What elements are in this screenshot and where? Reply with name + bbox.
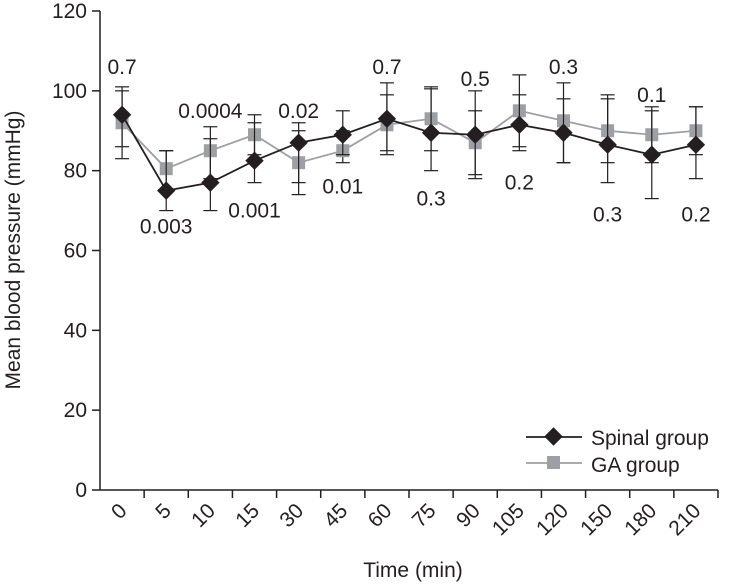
series-line-ga [121, 109, 697, 170]
legend-label-ga: GA group [591, 454, 680, 477]
series-layer [112, 74, 706, 212]
p-value-label: 0.5 [461, 68, 490, 91]
p-value-label: 0.01 [322, 176, 363, 199]
data-point-spinal [466, 125, 485, 144]
y-tick-label: 120 [52, 0, 87, 23]
p-value-label: 0.3 [549, 56, 578, 79]
x-tick-label: 105 [488, 499, 529, 540]
y-tick-label: 60 [64, 240, 87, 263]
x-tick-label: 10 [187, 499, 220, 532]
p-value-label: 0.3 [416, 188, 445, 211]
y-axis-title: Mean blood pressure (mmHg) [2, 111, 25, 390]
legend-marker-spinal [544, 427, 563, 446]
p-value-label: 0.003 [140, 216, 193, 239]
y-ticks: 0 20 40 60 80 100 120 [52, 0, 100, 502]
x-tick-label: 120 [532, 499, 573, 540]
y-axis: 0 20 40 60 80 100 120 [52, 0, 101, 502]
data-point-spinal [333, 125, 352, 144]
legend: Spinal group GA group [526, 427, 709, 477]
p-value-label: 0.7 [107, 56, 136, 79]
x-ticks: 0 5 10 15 30 45 60 75 90 105 120 150 180 210 [107, 490, 719, 540]
data-point-spinal [421, 123, 441, 142]
x-tick-label: 45 [320, 499, 353, 532]
data-point-spinal [598, 135, 617, 154]
x-tick-label: 75 [408, 499, 441, 532]
p-value-annotations: 0.7 0.003 0.0004 0.001 0.02 0.01 0.7 0.3 0.5 0.2 0… [107, 56, 710, 239]
y-tick-label: 40 [64, 319, 87, 342]
x-tick-label: 30 [275, 499, 308, 532]
data-point-spinal [245, 151, 264, 170]
data-point-spinal [642, 145, 661, 164]
y-tick-label: 0 [75, 479, 87, 502]
data-point-spinal [686, 135, 706, 154]
series-line-spinal [121, 114, 697, 192]
p-value-label: 0.0004 [178, 100, 243, 123]
legend-label-spinal: Spinal group [591, 427, 709, 450]
p-value-label: 0.001 [228, 200, 281, 223]
p-value-label: 0.1 [637, 84, 666, 107]
p-value-label: 0.3 [593, 204, 622, 227]
x-tick-label: 90 [452, 499, 485, 532]
data-point-spinal [112, 105, 132, 124]
series-spinal [112, 74, 706, 212]
data-point-spinal [201, 173, 220, 192]
legend-marker-ga [547, 456, 560, 469]
x-tick-label: 60 [364, 499, 397, 532]
p-value-label: 0.2 [681, 204, 710, 227]
data-point-spinal [377, 109, 397, 128]
x-tick-label: 5 [151, 499, 176, 524]
x-axis: 0 5 10 15 30 45 60 75 90 105 120 150 180 210 [100, 489, 719, 540]
y-tick-label: 80 [64, 160, 87, 183]
p-value-label: 0.7 [372, 56, 401, 79]
x-axis-title: Time (min) [363, 559, 463, 582]
y-tick-label: 100 [52, 80, 87, 103]
data-point-spinal [554, 123, 573, 142]
p-value-label: 0.2 [505, 172, 534, 195]
x-tick-label: 150 [576, 499, 617, 540]
y-tick-label: 20 [64, 399, 87, 422]
data-point-spinal [510, 115, 529, 134]
x-tick-label: 210 [664, 499, 705, 540]
x-tick-label: 0 [107, 499, 132, 524]
data-point-spinal [289, 133, 308, 152]
data-point-spinal [157, 181, 176, 200]
p-value-label: 0.02 [278, 100, 319, 123]
x-tick-label: 180 [620, 499, 661, 540]
x-tick-label: 15 [231, 499, 264, 532]
